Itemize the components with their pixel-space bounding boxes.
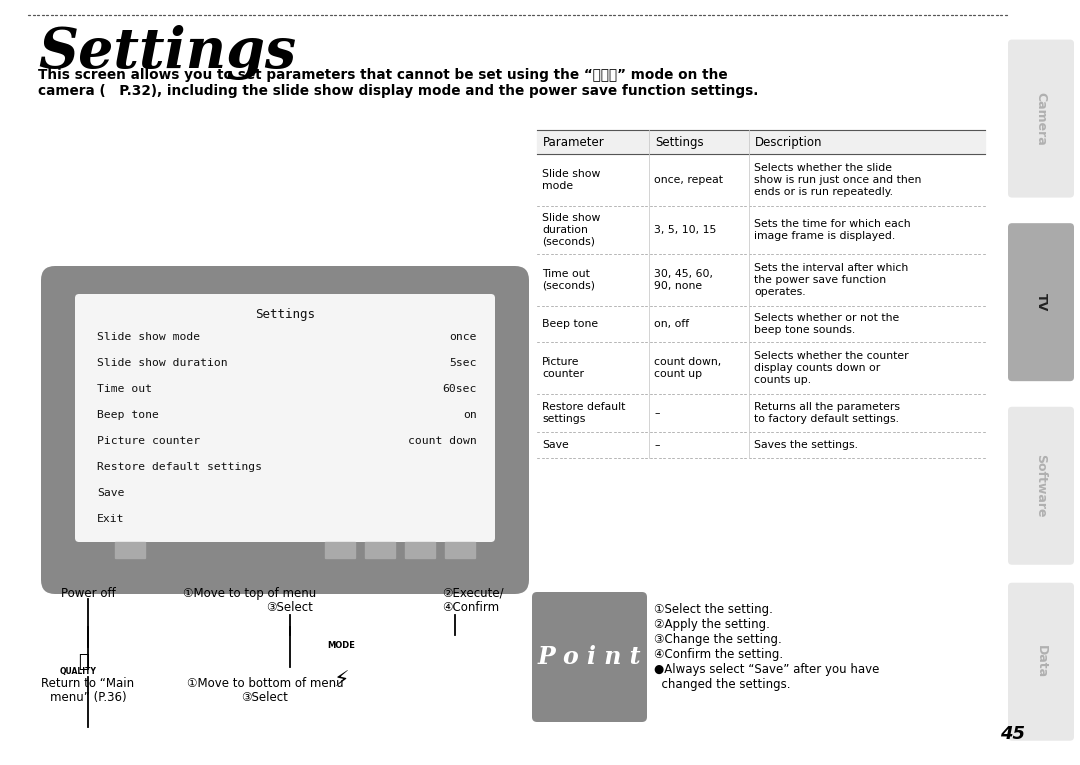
- Text: once: once: [449, 332, 477, 342]
- Text: ⚡: ⚡: [333, 671, 349, 691]
- Text: –: –: [654, 440, 660, 450]
- Text: Picture counter: Picture counter: [97, 436, 200, 446]
- Text: ③Change the setting.: ③Change the setting.: [654, 633, 782, 646]
- Text: Return to “Main: Return to “Main: [41, 677, 135, 690]
- Text: 45: 45: [1000, 725, 1025, 743]
- Text: QUALITY: QUALITY: [60, 667, 97, 676]
- Text: camera ( P.32), including the slide show display mode and the power save functio: camera ( P.32), including the slide show…: [38, 84, 758, 98]
- Text: ②Apply the setting.: ②Apply the setting.: [654, 618, 770, 631]
- Text: Selects whether the slide
show is run just once and then
ends or is run repeated: Selects whether the slide show is run ju…: [754, 164, 921, 197]
- Text: 5sec: 5sec: [449, 358, 477, 368]
- Text: Restore default
settings: Restore default settings: [542, 402, 625, 424]
- Text: This screen allows you to set parameters that cannot be set using the “ᗤᗤᗴ” mode: This screen allows you to set parameters…: [38, 68, 728, 82]
- FancyBboxPatch shape: [75, 294, 495, 542]
- Text: Slide show
mode: Slide show mode: [542, 169, 600, 190]
- Text: Restore default settings: Restore default settings: [97, 462, 262, 472]
- Text: Description: Description: [755, 135, 823, 148]
- Bar: [445, 542, 475, 558]
- Text: Parameter: Parameter: [543, 135, 605, 148]
- Text: count down: count down: [408, 436, 477, 446]
- Text: ④Confirm the setting.: ④Confirm the setting.: [654, 648, 783, 661]
- Text: menu” (P.36): menu” (P.36): [50, 691, 126, 704]
- Text: Power off: Power off: [60, 587, 116, 600]
- FancyBboxPatch shape: [1008, 407, 1074, 565]
- Text: Save: Save: [542, 440, 569, 450]
- Text: Returns all the parameters
to factory default settings.: Returns all the parameters to factory de…: [754, 402, 900, 424]
- Text: 60sec: 60sec: [443, 384, 477, 394]
- Text: ●Always select “Save” after you have
  changed the settings.: ●Always select “Save” after you have cha…: [654, 663, 879, 691]
- FancyBboxPatch shape: [532, 592, 647, 722]
- Text: once, repeat: once, repeat: [654, 175, 723, 185]
- FancyBboxPatch shape: [1008, 223, 1074, 381]
- Text: Slide show duration: Slide show duration: [97, 358, 228, 368]
- Text: Slide show
duration
(seconds): Slide show duration (seconds): [542, 213, 600, 246]
- FancyBboxPatch shape: [41, 266, 529, 594]
- Text: Exit: Exit: [97, 514, 124, 524]
- Text: Saves the settings.: Saves the settings.: [754, 440, 858, 450]
- Text: ①Select the setting.: ①Select the setting.: [654, 603, 773, 616]
- Text: Selects whether or not the
beep tone sounds.: Selects whether or not the beep tone sou…: [754, 313, 900, 335]
- Text: Slide show mode: Slide show mode: [97, 332, 200, 342]
- Text: P o i n t: P o i n t: [538, 645, 642, 669]
- Text: Time out
(seconds): Time out (seconds): [542, 269, 595, 291]
- Text: Selects whether the counter
display counts down or
counts up.: Selects whether the counter display coun…: [754, 351, 908, 385]
- Text: Settings: Settings: [38, 25, 296, 80]
- Text: Camera: Camera: [1035, 92, 1048, 145]
- Text: Data: Data: [1035, 645, 1048, 679]
- Text: Save: Save: [97, 488, 124, 498]
- Text: ⏻: ⏻: [78, 653, 89, 671]
- Text: 3, 5, 10, 15: 3, 5, 10, 15: [654, 225, 716, 235]
- FancyBboxPatch shape: [1008, 40, 1074, 197]
- Text: ④Confirm: ④Confirm: [442, 601, 499, 614]
- Text: ①Move to top of menu: ①Move to top of menu: [184, 587, 316, 600]
- Text: on: on: [463, 410, 477, 420]
- Text: Beep tone: Beep tone: [542, 319, 598, 329]
- Text: Settings: Settings: [654, 135, 704, 148]
- Bar: [114, 542, 145, 558]
- Bar: [365, 542, 395, 558]
- Text: ③Select: ③Select: [242, 691, 288, 704]
- Bar: [325, 542, 355, 558]
- FancyBboxPatch shape: [1008, 583, 1074, 741]
- Text: count down,
count up: count down, count up: [654, 357, 721, 379]
- Text: Settings: Settings: [255, 308, 315, 321]
- Text: ③Select: ③Select: [267, 601, 313, 614]
- Text: Time out: Time out: [97, 384, 152, 394]
- Text: 30, 45, 60,
90, none: 30, 45, 60, 90, none: [654, 269, 713, 291]
- Text: Beep tone: Beep tone: [97, 410, 159, 420]
- Text: MODE: MODE: [327, 641, 355, 650]
- Text: Picture
counter: Picture counter: [542, 357, 584, 379]
- Text: ①Move to bottom of menu: ①Move to bottom of menu: [187, 677, 343, 690]
- Bar: [537, 130, 985, 154]
- Text: ②Execute/: ②Execute/: [442, 587, 503, 600]
- Text: TV: TV: [1035, 293, 1048, 311]
- Text: on, off: on, off: [654, 319, 689, 329]
- Text: –: –: [654, 408, 660, 418]
- Text: Sets the interval after which
the power save function
operates.: Sets the interval after which the power …: [754, 263, 908, 297]
- Text: Software: Software: [1035, 454, 1048, 518]
- Text: Sets the time for which each
image frame is displayed.: Sets the time for which each image frame…: [754, 220, 910, 241]
- Bar: [405, 542, 435, 558]
